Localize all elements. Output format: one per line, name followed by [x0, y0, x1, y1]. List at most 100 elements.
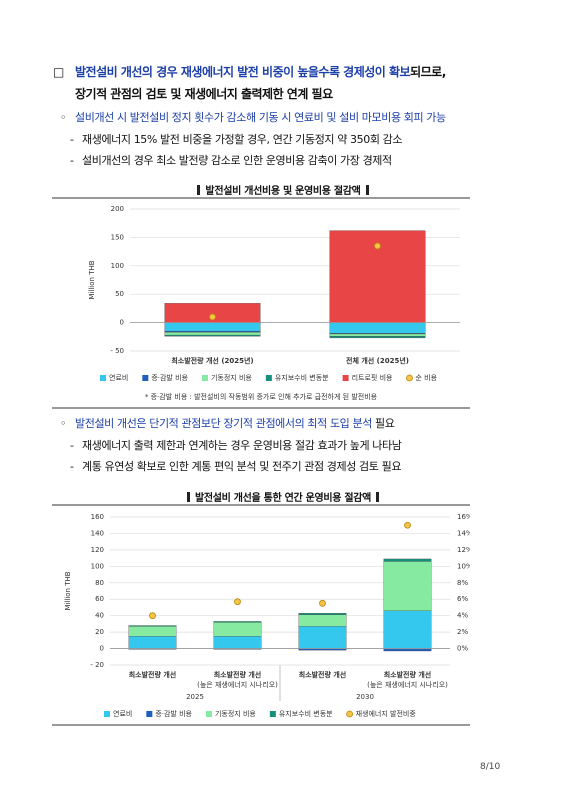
x-tick-note: (높은 재생에너지 시나리오) — [197, 680, 278, 689]
y-tick-label: 40 — [95, 612, 104, 620]
legend-swatch — [104, 711, 110, 717]
item: 재생에너지 15% 발전 비중을 가정할 경우, 연간 기동정지 약 350회 … — [82, 133, 403, 146]
y-axis-label: Million THB — [88, 260, 96, 299]
legend-swatch — [205, 711, 212, 717]
legend-swatch — [142, 375, 149, 381]
bullet-text: 설비개선 시 발전설비 정지 횟수가 감소해 기동 시 연료비 및 설비 마모비… — [75, 111, 446, 124]
bullet-marker: ◦ — [60, 417, 67, 430]
y-tick-label: 120 — [91, 546, 104, 554]
y-tick-label: 200 — [111, 205, 124, 213]
x-tick-label: 최소발전량 개선 — [299, 670, 347, 679]
item-marker: - — [70, 154, 74, 167]
heading-text: 발전설비 개선의 경우 재생에너지 발전 비중이 높을수록 경제성이 확보 — [75, 65, 411, 79]
bullet-text: 필요 — [371, 417, 395, 430]
bullet: 발전설비 개선은 단기적 관점보단 장기적 관점에서의 최적 도입 분석 필요 — [75, 417, 395, 430]
dot-marker — [404, 521, 411, 529]
group-label: 2030 — [356, 693, 374, 701]
legend-swatch — [346, 710, 354, 718]
legend-swatch — [406, 374, 413, 382]
heading-text: 되므로, — [410, 65, 446, 79]
y-tick-label: 160 — [91, 513, 104, 521]
item-marker: - — [70, 133, 74, 146]
bar-segment — [298, 626, 347, 649]
bullet: 설비개선 시 발전설비 정지 횟수가 감소해 기동 시 연료비 및 설비 마모비… — [75, 112, 446, 123]
y-tick-label: 20 — [95, 628, 104, 636]
bar-segment — [298, 613, 347, 615]
legend-swatch — [146, 711, 153, 717]
legend-swatch — [269, 711, 276, 717]
y2-tick-label: 10% — [457, 562, 470, 570]
legend-swatch — [201, 375, 208, 381]
x-tick-label: 최소발전량 개선 — [384, 670, 432, 679]
bar-segment — [128, 625, 177, 627]
legend-label: 기동정지 비용 — [211, 373, 252, 382]
y2-tick-label: 8% — [457, 579, 468, 587]
legend-label: 유지보수비 변동분 — [279, 709, 333, 718]
bar-segment — [383, 558, 432, 562]
y-tick-label: 150 — [111, 233, 124, 241]
item: 설비개선의 경우 최소 발전량 감소로 인한 운영비용 감축이 가장 경제적 — [82, 154, 392, 167]
y-tick-label: 140 — [91, 529, 104, 537]
legend-swatch — [342, 375, 349, 381]
y-tick-label: - 20 — [90, 661, 104, 669]
bar-segment — [383, 610, 432, 649]
y2-tick-label: 0% — [457, 645, 468, 653]
legend-label: 유지보수비 변동분 — [275, 373, 329, 382]
bar-segment — [164, 322, 261, 332]
y-tick-label: 60 — [95, 595, 104, 603]
legend-label: 재생에너지 발전비중 — [356, 709, 417, 718]
y-tick-label: 50 — [115, 290, 124, 298]
bar-segment — [298, 614, 347, 627]
y2-tick-label: 6% — [457, 595, 468, 603]
bar-segment — [128, 626, 177, 637]
bar-segment — [329, 333, 426, 337]
legend-label: 증·감발 비용 — [151, 373, 188, 382]
heading-marker: □ — [53, 65, 64, 79]
item: 계통 유연성 확보로 인한 계통 편익 분석 및 전주기 관점 경제성 검토 필… — [82, 460, 402, 473]
bullet-marker: ◦ — [60, 111, 67, 124]
y-tick-label: 0 — [100, 645, 104, 653]
x-tick-label: 전체 개선 (2025년) — [346, 356, 409, 365]
bullet-text: 발전설비 개선은 단기적 관점보단 장기적 관점에서의 최적 도입 분석 — [75, 417, 372, 430]
item-marker: - — [70, 439, 74, 452]
x-tick-label: 최소발전량 개선 — [214, 670, 262, 679]
chart: - 50 0 50 100 150 200 Million THB 최소발전량 개선 (202… — [52, 197, 470, 409]
bar-segment — [164, 332, 261, 336]
y-tick-label: 0 — [120, 319, 124, 327]
dot-marker — [319, 599, 326, 607]
x-tick-label: 최소발전량 개선 — [129, 670, 177, 679]
page-number: 8/10 — [480, 762, 501, 772]
legend-label: 기동정지 비용 — [215, 709, 256, 718]
legend-label: 연료비 — [113, 709, 132, 718]
dot-marker — [149, 612, 156, 620]
y2-tick-label: 14% — [457, 529, 470, 537]
bar-segment — [383, 561, 432, 611]
item: 재생에너지 출력 제한과 연계하는 경우 운영비용 절감 효과가 높게 나타남 — [82, 439, 402, 452]
dot-marker — [209, 313, 216, 321]
y2-tick-label: 12% — [457, 546, 470, 554]
chart: - 20 0 20 40 60 80 100 120 140 160 0% 2% 4% 6% 8% 10% 12… — [52, 504, 470, 726]
x-tick-note: (높은 재생에너지 시나리오) — [367, 680, 448, 689]
bar-segment — [164, 330, 261, 333]
y-axis-label: Million THB — [64, 571, 72, 610]
bar-segment — [329, 322, 426, 334]
bar-segment — [329, 336, 426, 339]
heading: 발전설비 개선의 경우 재생에너지 발전 비중이 높을수록 경제성이 확보되므로… — [75, 66, 446, 78]
legend-label: 리트로핏 비용 — [352, 373, 393, 382]
y-tick-label: 80 — [95, 579, 104, 587]
dot-marker — [374, 242, 381, 250]
group-label: 2025 — [186, 693, 204, 701]
item-marker: - — [70, 460, 74, 473]
y-tick-label: - 50 — [110, 347, 124, 355]
legend-swatch — [100, 375, 106, 381]
y2-tick-label: 4% — [457, 612, 468, 620]
footnote: * 증·감발 비용 : 발전설비의 작동범위 증가로 인해 추가로 급전하게 된… — [145, 392, 378, 401]
y-tick-label: 100 — [111, 262, 124, 270]
legend-label: 증·감발 비용 — [155, 709, 192, 718]
y2-tick-label: 2% — [457, 628, 468, 636]
chart-title: 발전설비 개선을 통한 연간 운영비용 절감액 — [0, 492, 566, 504]
y2-tick-label: 16% — [457, 513, 470, 521]
bar-segment — [213, 621, 262, 623]
heading-line: 장기적 관점의 검토 및 재생에너지 출력제한 연계 필요 — [75, 87, 333, 101]
